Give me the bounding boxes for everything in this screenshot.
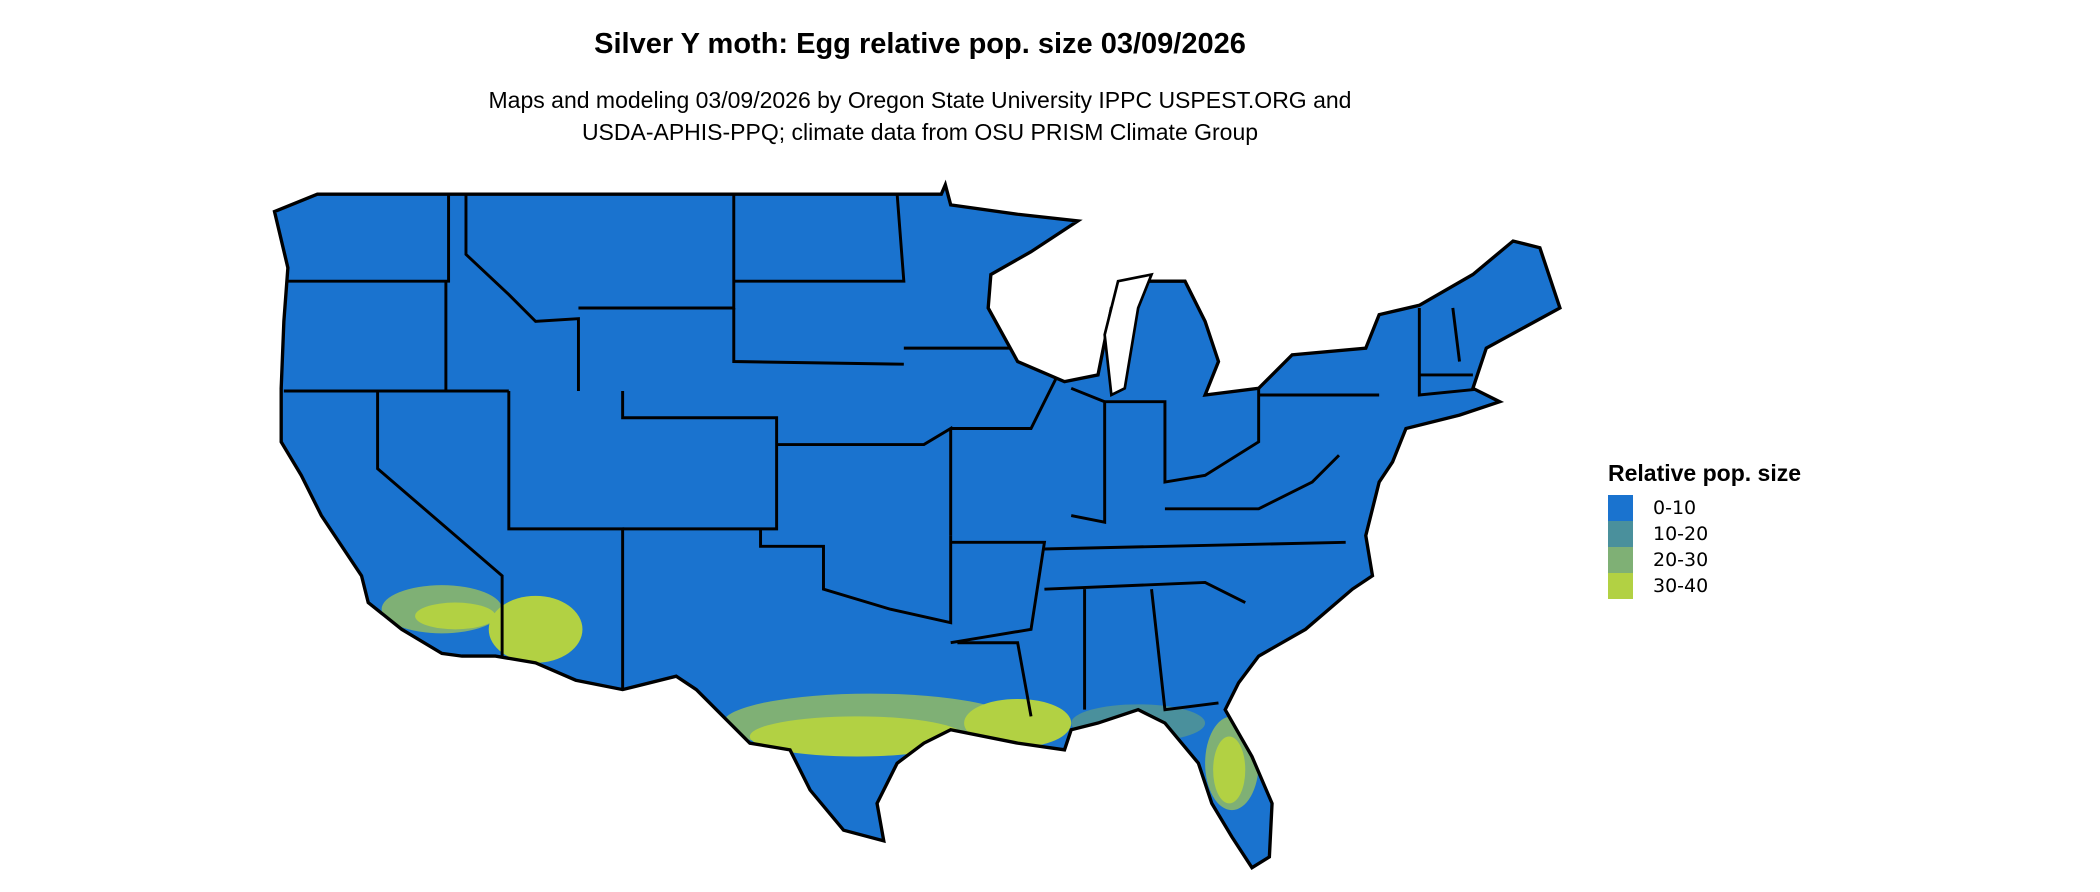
legend-item: 30-40	[1608, 573, 1801, 599]
legend-label: 30-40	[1653, 575, 1709, 597]
subtitle-line-1: Maps and modeling 03/09/2026 by Oregon S…	[488, 87, 1352, 113]
map-title: Silver Y moth: Egg relative pop. size 03…	[594, 28, 1246, 60]
subtitle-line-2: USDA-APHIS-PPQ; climate data from OSU PR…	[581, 119, 1259, 145]
legend-swatch	[1608, 547, 1633, 573]
legend-item: 20-30	[1608, 547, 1801, 573]
legend-label: 20-30	[1653, 549, 1709, 571]
legend-swatch	[1608, 495, 1633, 521]
population-overlay	[381, 585, 1259, 811]
map-subtitle: Maps and modeling 03/09/2026 by Oregon S…	[0, 84, 1840, 148]
lake-michigan	[1103, 272, 1154, 398]
legend-label: 10-20	[1653, 523, 1709, 545]
legend-label: 0-10	[1653, 497, 1697, 519]
legend-item: 10-20	[1608, 521, 1801, 547]
legend-item: 0-10	[1608, 495, 1801, 521]
legend-swatch	[1608, 521, 1633, 547]
legend-swatch	[1608, 573, 1633, 599]
state-boundaries	[283, 194, 1487, 717]
legend: Relative pop. size 0-10 10-20 20-30 30-4…	[1608, 460, 1801, 599]
legend-title: Relative pop. size	[1608, 460, 1802, 486]
